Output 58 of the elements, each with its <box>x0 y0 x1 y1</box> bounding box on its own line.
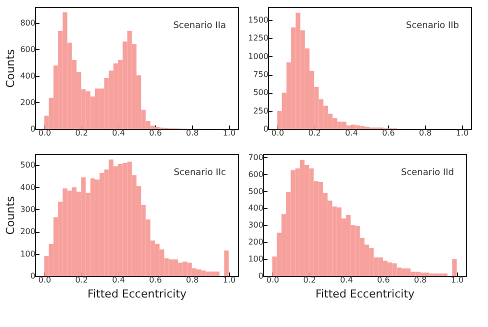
x-tick-label: 0.6 <box>382 128 395 138</box>
y-tick-label: 100 <box>20 249 36 258</box>
y-tick-label: 400 <box>20 182 36 192</box>
y-tick-label: 200 <box>20 98 36 107</box>
x-tick-label: 1.0 <box>222 276 236 284</box>
y-tick-label: 500 <box>253 88 268 98</box>
y-tick-label: 1500 <box>248 16 268 25</box>
y-axis-title: Counts <box>4 49 18 88</box>
x-tick-label: 1.0 <box>222 128 236 138</box>
x-axis-title: Fitted Eccentricity <box>315 288 416 300</box>
x-tick-label: 0.8 <box>418 128 432 138</box>
x-axis-title: Fitted Eccentricity <box>87 288 188 300</box>
x-tick-label: 1.0 <box>450 276 464 284</box>
x-tick-label: 0.4 <box>112 276 125 284</box>
x-tick-label: 0.4 <box>345 128 358 138</box>
y-tick-label: 500 <box>20 160 36 170</box>
y-tick-label: 300 <box>20 204 36 214</box>
y-tick-label: 300 <box>248 220 264 230</box>
y-tick-label: 400 <box>20 71 36 80</box>
y-tick-label: 600 <box>248 170 264 179</box>
y-tick-label: 0 <box>30 124 36 134</box>
x-tick-label: 0.6 <box>149 128 162 138</box>
y-tick-label: 200 <box>20 227 36 236</box>
x-tick-label: 0.0 <box>38 276 52 284</box>
y-tick-label: 500 <box>248 186 264 196</box>
x-tick-label: 0.8 <box>414 276 427 284</box>
x-tick-label: 0.0 <box>271 128 284 138</box>
x-tick-label: 0.6 <box>377 276 390 284</box>
x-tick-label: 0.8 <box>186 128 199 138</box>
y-tick-label: 0 <box>30 272 36 280</box>
y-tick-label: 600 <box>20 44 36 54</box>
x-tick-label: 1.0 <box>456 128 469 138</box>
y-tick-label: 400 <box>248 204 264 213</box>
y-tick-label: 250 <box>253 106 268 116</box>
x-tick-label: 0.0 <box>266 276 280 284</box>
annotation: Scenario IIa <box>173 21 226 31</box>
y-tick-label: 1000 <box>248 52 268 61</box>
y-tick-label: 750 <box>253 70 268 80</box>
x-tick-label: 0.4 <box>340 276 353 284</box>
x-tick-label: 0.8 <box>186 276 199 284</box>
y-tick-label: 0 <box>258 272 264 280</box>
y-tick-label: 100 <box>248 254 264 264</box>
annotation: Scenario IIc <box>174 168 226 178</box>
annotation: Scenario IId <box>400 168 454 178</box>
annotation: Scenario IIb <box>406 21 460 31</box>
y-tick-label: 800 <box>20 18 36 28</box>
y-tick-label: 200 <box>248 238 264 247</box>
y-tick-label: 1250 <box>248 34 268 43</box>
x-tick-label: 0.2 <box>308 128 322 138</box>
x-tick-label: 0.4 <box>112 128 125 138</box>
y-axis-title: Counts <box>4 196 18 235</box>
y-tick-label: 0 <box>263 124 268 134</box>
x-tick-label: 0.2 <box>303 276 316 284</box>
y-tick-label: 700 <box>248 152 264 162</box>
x-tick-label: 0.2 <box>75 276 88 284</box>
x-tick-label: 0.0 <box>38 128 52 138</box>
x-tick-label: 0.2 <box>75 128 88 138</box>
x-tick-label: 0.6 <box>149 276 162 284</box>
